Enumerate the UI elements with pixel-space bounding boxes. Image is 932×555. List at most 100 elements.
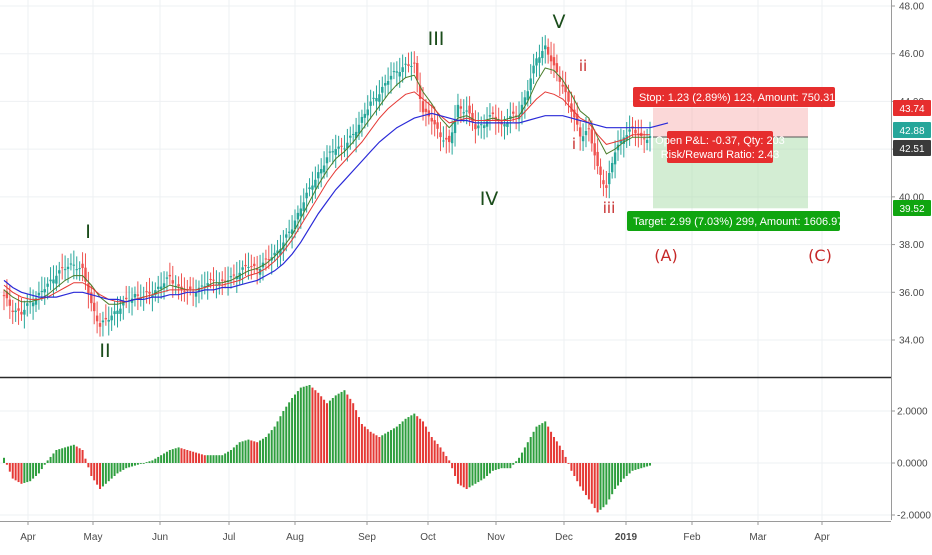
candle-body bbox=[520, 104, 524, 115]
candle-body bbox=[552, 57, 556, 66]
badge-target-text: 39.52 bbox=[899, 204, 924, 215]
wave-label-ii: ii bbox=[579, 57, 587, 75]
osc-bar bbox=[17, 463, 20, 483]
osc-bar bbox=[427, 431, 430, 463]
candle-body bbox=[628, 129, 631, 132]
osc-bar bbox=[430, 437, 433, 463]
wave-label-II: II bbox=[99, 340, 110, 362]
candle-body bbox=[267, 259, 271, 261]
candle-body bbox=[136, 294, 140, 296]
osc-bar bbox=[264, 437, 267, 463]
osc-bar bbox=[148, 461, 151, 463]
candle-body bbox=[337, 146, 340, 149]
osc-bar bbox=[52, 453, 55, 463]
badge-stop-text: 43.74 bbox=[899, 104, 924, 115]
candle-body bbox=[573, 109, 576, 118]
candle-body bbox=[354, 131, 358, 139]
osc-bar bbox=[398, 424, 401, 463]
candle-body bbox=[398, 72, 401, 77]
osc-bar bbox=[244, 440, 247, 463]
candle-body bbox=[253, 263, 256, 267]
time-tick-label: Nov bbox=[487, 532, 505, 543]
candle-body bbox=[110, 315, 113, 321]
osc-bar bbox=[107, 463, 110, 482]
candle-body bbox=[372, 97, 375, 99]
time-tick-label: Mar bbox=[749, 532, 767, 543]
osc-bar bbox=[61, 448, 64, 463]
pnl-label[interactable]: Open P&L: -0.37, Qty: 203 Risk/Reward Ra… bbox=[655, 131, 785, 163]
oscillator-axis[interactable]: 2.0000 0.0000 -2.0000 bbox=[891, 407, 931, 522]
time-axis[interactable]: Apr May Jun Jul Aug Sep Oct Nov Dec 2019 Feb Mar Apr bbox=[20, 521, 830, 543]
candle-body bbox=[81, 263, 84, 269]
osc-bar bbox=[634, 463, 637, 470]
osc-bar bbox=[346, 394, 349, 463]
candle-body bbox=[427, 110, 431, 117]
osc-bar bbox=[579, 463, 582, 487]
osc-bar bbox=[395, 426, 398, 463]
osc-bar bbox=[299, 387, 302, 463]
candle-body bbox=[90, 292, 93, 304]
candle-body bbox=[8, 299, 12, 306]
candle-body bbox=[378, 94, 381, 102]
osc-bar bbox=[378, 437, 381, 463]
osc-bar bbox=[267, 433, 270, 463]
candle-body bbox=[189, 286, 192, 289]
osc-bar bbox=[136, 463, 139, 465]
candle-body bbox=[194, 292, 198, 297]
osc-bar bbox=[419, 418, 422, 463]
candle-body bbox=[622, 137, 626, 144]
candle-body bbox=[430, 117, 433, 122]
osc-bar bbox=[480, 463, 483, 481]
candle-body bbox=[357, 124, 361, 134]
target-label-text: Target: 2.99 (7.03%) 299, Amount: 1606.9… bbox=[633, 216, 843, 228]
osc-bar bbox=[177, 447, 180, 463]
target-label[interactable]: Target: 2.99 (7.03%) 299, Amount: 1606.9… bbox=[627, 211, 843, 231]
osc-bar bbox=[387, 431, 390, 463]
osc-bar bbox=[471, 463, 474, 486]
candle-body bbox=[66, 266, 70, 270]
osc-bar bbox=[96, 463, 99, 485]
osc-bar bbox=[46, 460, 49, 463]
osc-bar bbox=[506, 463, 509, 469]
badge-last-bg bbox=[893, 122, 931, 138]
osc-bar bbox=[311, 387, 314, 463]
osc-bar bbox=[282, 411, 285, 463]
osc-bar bbox=[343, 390, 346, 463]
time-tick-label: Sep bbox=[358, 532, 376, 543]
osc-bar bbox=[587, 463, 590, 500]
osc-bar bbox=[445, 456, 448, 463]
osc-bar bbox=[101, 463, 104, 487]
badge-entry-bg bbox=[893, 140, 931, 156]
osc-bar bbox=[558, 445, 561, 463]
osc-bar bbox=[128, 463, 131, 468]
stop-label[interactable]: Stop: 1.23 (2.89%) 123, Amount: 750.31 bbox=[633, 87, 835, 107]
osc-bar bbox=[35, 463, 38, 476]
osc-bar bbox=[625, 463, 628, 476]
osc-bar bbox=[78, 448, 81, 463]
osc-bar bbox=[64, 447, 67, 463]
candle-body bbox=[506, 122, 509, 127]
candle-body bbox=[244, 264, 247, 267]
candle-body bbox=[203, 286, 206, 288]
wave-label-iii: iii bbox=[603, 199, 616, 217]
osc-bar bbox=[40, 463, 43, 470]
osc-bar bbox=[605, 463, 608, 505]
candle-body bbox=[55, 275, 58, 284]
osc-bar bbox=[317, 392, 320, 463]
candle-body bbox=[480, 124, 483, 126]
osc-bar bbox=[456, 463, 459, 484]
candle-body bbox=[37, 292, 41, 296]
candle-body bbox=[302, 202, 305, 211]
osc-bar bbox=[433, 440, 436, 463]
candle-body bbox=[439, 132, 442, 138]
osc-bar bbox=[133, 463, 136, 466]
wave-label-A: (A) bbox=[654, 246, 677, 265]
candle-body bbox=[5, 291, 9, 299]
candle-body bbox=[125, 297, 128, 300]
candle-body bbox=[95, 315, 99, 322]
candle-body bbox=[293, 220, 297, 230]
osc-bar bbox=[599, 463, 602, 510]
candle-body bbox=[392, 71, 396, 73]
osc-bar bbox=[165, 451, 168, 463]
